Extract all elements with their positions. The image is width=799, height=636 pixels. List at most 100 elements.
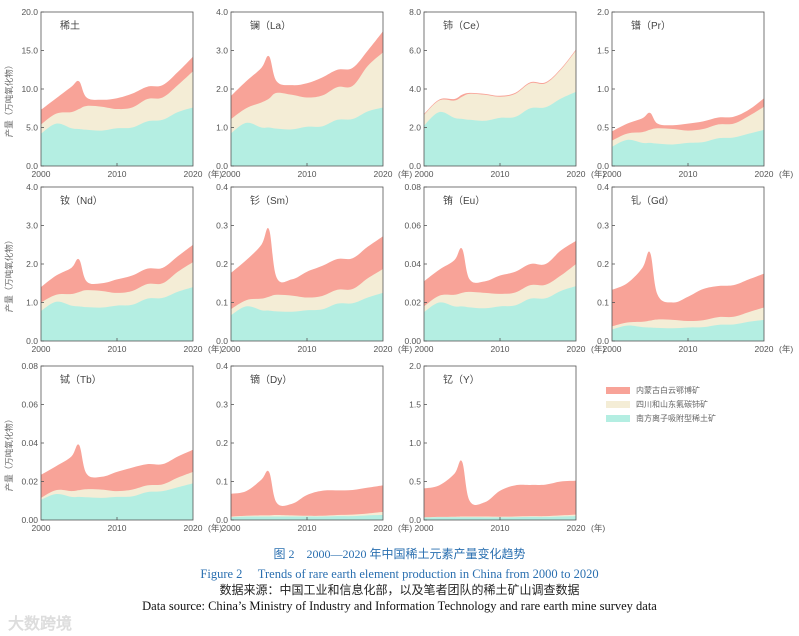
x-tick-label: 2010 [491, 523, 510, 533]
area-im [231, 470, 383, 520]
x-tick-label: 2020 [567, 344, 586, 354]
x-tick-label: 2020 [374, 344, 393, 354]
area-s [41, 107, 193, 166]
x-tick-label: 2010 [108, 523, 127, 533]
caption-en-source: Data source: China’s Ministry of Industr… [142, 599, 657, 613]
panel-6: 0.00 0.02 0.04 0.06 0.08 2000 2010 2020 (年) 铕（Eu） [404, 182, 605, 354]
panel-title: 铽（Tb） [60, 374, 102, 386]
x-tick-label: 2000 [32, 344, 51, 354]
y-tick-label: 0.4 [216, 182, 228, 192]
y-tick-label: 6.0 [409, 46, 421, 56]
x-tick-label: 2010 [298, 169, 317, 179]
x-tick-label: 2020 [567, 169, 586, 179]
x-tick-label: 2000 [603, 169, 622, 179]
x-unit-label: (年) [208, 169, 222, 179]
y-tick-label: 0.2 [216, 438, 228, 448]
y-tick-label: 0.0 [26, 336, 38, 346]
legend-label: 内蒙古白云鄂博矿 [636, 385, 700, 395]
legend-item-sichuan-shandong: 四川和山东氟碳铈矿 [606, 397, 716, 411]
watermark: 大数跨境 [8, 616, 73, 633]
legend-item-south-ion: 南方离子吸附型稀土矿 [606, 411, 716, 425]
y-tick-label: 15.0 [21, 46, 38, 56]
y-tick-label: 2.0 [409, 361, 421, 371]
y-tick-label: 0.08 [404, 182, 421, 192]
x-unit-label: (年) [398, 344, 412, 354]
y-tick-label: 0.5 [597, 123, 609, 133]
y-tick-label: 0.3 [216, 221, 228, 231]
panel-4: 0.0 1.0 2.0 3.0 4.0 2000 2010 2020 (年) 钕（Nd） 产量（万吨… [4, 182, 222, 354]
area-s [424, 286, 576, 341]
legend-label: 南方离子吸附型稀土矿 [636, 413, 716, 423]
y-tick-label: 2.0 [216, 84, 228, 94]
area-s [41, 483, 193, 520]
y-tick-label: 0.04 [21, 438, 38, 448]
x-tick-label: 2000 [415, 169, 434, 179]
caption-cn-source: 数据来源：中国工业和信息化部，以及笔者团队的稀土矿山调查数据 [219, 583, 580, 597]
y-tick-label: 0.0 [216, 161, 228, 171]
area-s [612, 129, 764, 166]
caption-en-title: Figure 2 Trends of rare earth element pr… [200, 567, 599, 581]
x-tick-label: 2020 [374, 523, 393, 533]
y-tick-label: 1.0 [597, 84, 609, 94]
y-tick-label: 2.0 [597, 7, 609, 17]
panel-title: 镝（Dy） [250, 373, 292, 386]
legend-swatch [606, 400, 630, 408]
y-tick-label: 3.0 [216, 46, 228, 56]
x-tick-label: 2020 [184, 523, 203, 533]
x-tick-label: 2010 [108, 344, 127, 354]
x-tick-label: 2010 [491, 344, 510, 354]
panel-title: 铈（Ce） [443, 19, 486, 32]
y-axis-label: 产量（万吨氧化物） [4, 415, 14, 492]
y-tick-label: 0.0 [597, 161, 609, 171]
x-tick-label: 2010 [491, 169, 510, 179]
area-s [41, 287, 193, 341]
y-tick-label: 0.02 [21, 477, 38, 487]
panel-1: 0.0 1.0 2.0 3.0 4.0 2000 2010 2020 (年) 镧（La） [216, 7, 412, 179]
x-unit-label: (年) [779, 169, 793, 179]
x-tick-label: 2020 [184, 344, 203, 354]
y-tick-label: 0.0 [216, 336, 228, 346]
x-tick-label: 2020 [567, 523, 586, 533]
area-s [231, 292, 383, 341]
area-im [424, 460, 576, 520]
panel-3: 0.0 0.5 1.0 1.5 2.0 2000 2010 2020 (年) 镨（Pr） [597, 7, 793, 179]
panel-title: 钐（Sm） [250, 195, 295, 207]
y-tick-label: 2.0 [26, 259, 38, 269]
y-tick-label: 0.06 [404, 221, 421, 231]
y-tick-label: 0.4 [216, 361, 228, 371]
x-tick-label: 2000 [415, 344, 434, 354]
y-tick-label: 1.5 [597, 46, 609, 56]
y-tick-label: 0.1 [597, 298, 609, 308]
y-tick-label: 0.00 [21, 515, 38, 525]
y-tick-label: 0.0 [26, 161, 38, 171]
caption-cn-title: 图 2 2000—2020 年中国稀土元素产量变化趋势 [273, 547, 526, 561]
y-axis-label: 产量（万吨氧化物） [4, 236, 14, 313]
y-tick-label: 0.0 [409, 515, 421, 525]
panel-title: 钇（Y） [443, 373, 480, 386]
y-tick-label: 8.0 [409, 7, 421, 17]
panel-title: 铕（Eu） [443, 194, 485, 207]
panel-8: 0.00 0.02 0.04 0.06 0.08 2000 2010 2020 (年) 铽（Tb）… [4, 361, 222, 533]
y-tick-label: 4.0 [216, 7, 228, 17]
x-tick-label: 2020 [755, 344, 774, 354]
y-tick-label: 0.06 [21, 400, 38, 410]
y-tick-label: 1.0 [26, 298, 38, 308]
y-axis-label: 产量（万吨氧化物） [4, 61, 14, 138]
y-tick-label: 0.2 [597, 259, 609, 269]
panel-10: 0.0 0.5 1.0 1.5 2.0 2000 2010 2020 (年) 钇（Y） [409, 361, 605, 533]
legend-swatch [606, 386, 630, 394]
y-tick-label: 0.1 [216, 298, 228, 308]
y-tick-label: 0.0 [216, 515, 228, 525]
panel-7: 0.0 0.1 0.2 0.3 0.4 2000 2010 2020 (年) 钆（Gd） [597, 182, 793, 354]
x-unit-label: (年) [208, 523, 222, 533]
x-tick-label: 2010 [298, 344, 317, 354]
x-unit-label: (年) [591, 169, 605, 179]
y-tick-label: 4.0 [409, 84, 421, 94]
y-tick-label: 1.0 [216, 123, 228, 133]
x-tick-label: 2010 [298, 523, 317, 533]
x-unit-label: (年) [398, 523, 412, 533]
x-unit-label: (年) [591, 523, 605, 533]
legend-swatch [606, 414, 630, 422]
x-tick-label: 2000 [222, 344, 241, 354]
